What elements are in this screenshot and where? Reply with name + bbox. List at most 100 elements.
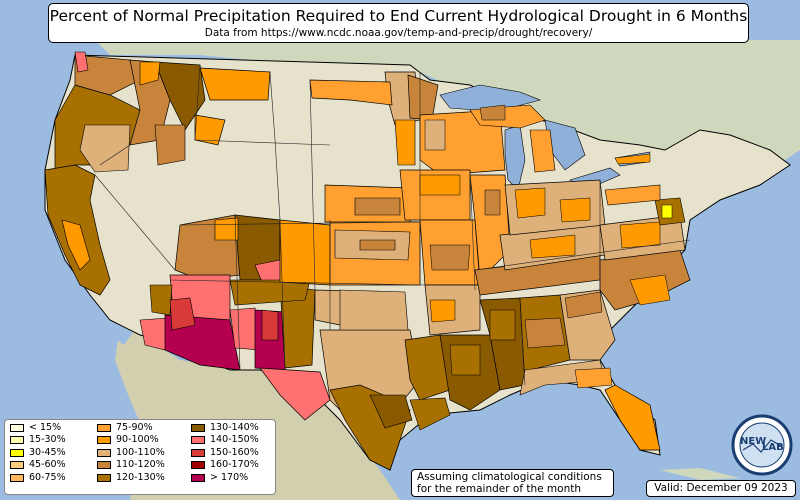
legend-item: 45-60%: [10, 459, 66, 471]
legend-label: > 170%: [210, 471, 249, 483]
region-az-s: [164, 314, 241, 371]
map-title: Percent of Normal Precipitation Required…: [49, 7, 748, 25]
legend-item: 15-30%: [10, 434, 66, 446]
legend-label: 130-140%: [210, 422, 259, 433]
region-nm-c2: [261, 309, 279, 341]
legend-item: 110-120%: [97, 459, 165, 471]
legend-label: 60-75%: [29, 471, 66, 483]
legend-swatch: [97, 424, 111, 432]
legend-swatch: [191, 473, 205, 482]
region-ne-mid: [354, 197, 401, 216]
legend-item: < 15%: [10, 422, 66, 434]
canada-land: [95, 40, 800, 175]
region-ny: [614, 153, 651, 165]
legend-swatch: [97, 473, 111, 482]
legend-item: 150-160%: [191, 447, 259, 459]
legend-item: 160-170%: [191, 459, 259, 471]
legend-item: 120-130%: [97, 472, 165, 484]
legend-label: 45-60%: [29, 459, 66, 471]
legend-swatch: [191, 448, 205, 457]
legend-swatch: [191, 424, 205, 432]
caribbean-land: [660, 468, 740, 480]
legend-item: 90-100%: [97, 434, 165, 446]
region-az-w: [149, 284, 173, 316]
legend-label: 150-160%: [210, 446, 259, 458]
region-wa-coast: [74, 51, 89, 73]
note-line-1: Assuming climatological conditions: [417, 471, 602, 483]
region-ca-central: [61, 219, 91, 271]
region-tx-e: [404, 334, 451, 401]
region-la-brown: [449, 344, 481, 376]
region-nd-ne: [309, 79, 393, 106]
legend-swatch: [191, 461, 205, 470]
legend-swatch: [10, 461, 24, 470]
newlab-logo: NEW LAB: [731, 414, 793, 476]
legend-swatch: [10, 424, 24, 432]
region-montana-c: [139, 61, 161, 86]
region-in-orange: [514, 187, 546, 219]
region-tx-s2: [369, 394, 413, 429]
legend-label: 110-120%: [116, 459, 165, 471]
legend-swatch: [97, 436, 111, 445]
legend-label: 15-30%: [29, 434, 66, 446]
region-mn-s: [394, 119, 416, 166]
legend-item: 140-150%: [191, 434, 259, 446]
assumption-note: Assuming climatological conditions for t…: [411, 469, 614, 497]
region-oh-orange: [559, 197, 591, 223]
legend-label: 90-100%: [116, 434, 159, 446]
baja-land: [115, 340, 160, 445]
region-mo-brown: [429, 244, 471, 271]
region-idaho-s: [79, 124, 131, 173]
legend-column-3: 130-140% 140-150% 150-160% 160-170% > 17…: [191, 422, 259, 484]
region-al-tan: [524, 317, 566, 349]
legend-label: 120-130%: [116, 471, 165, 483]
legend-column-2: 75-90% 90-100% 100-110% 110-120% 120-130…: [97, 422, 165, 484]
region-ok-panhandle: [359, 239, 396, 251]
legend-item: 130-140%: [191, 422, 259, 434]
region-gulf-coast: [519, 359, 606, 396]
legend-swatch: [97, 461, 111, 470]
title-box: Percent of Normal Precipitation Required…: [48, 3, 749, 43]
legend-swatch: [97, 448, 111, 457]
legend: < 15% 15-30% 30-45% 45-60% 60-75% 75-90%…: [4, 419, 276, 495]
legend-swatch: [10, 436, 24, 445]
region-idaho-c: [154, 124, 186, 166]
legend-item: 75-90%: [97, 422, 165, 434]
legend-label: 140-150%: [210, 434, 259, 446]
region-iowa-tan: [419, 174, 461, 196]
legend-label: 30-45%: [29, 446, 66, 458]
region-il-brown: [484, 189, 501, 216]
valid-date: Valid: December 09 2023: [646, 480, 796, 497]
legend-item: 100-110%: [97, 447, 165, 459]
region-nc-orange: [629, 274, 671, 306]
region-fl-panhandle: [574, 367, 613, 389]
logo-text-left: NEW: [740, 436, 766, 447]
region-ga-n: [564, 291, 603, 319]
region-w-tx: [259, 367, 331, 421]
legend-label: 75-90%: [116, 422, 153, 433]
region-florida: [604, 384, 661, 451]
legend-label: 160-170%: [210, 459, 259, 471]
legend-swatch: [10, 473, 24, 482]
region-va-orange: [619, 221, 661, 249]
region-ms-c: [489, 309, 516, 341]
region-montana-e: [199, 67, 271, 101]
region-nj-pa: [604, 184, 661, 206]
legend-label: < 15%: [29, 422, 62, 433]
region-az-c: [169, 297, 196, 331]
region-ky-orange: [529, 234, 576, 259]
legend-column-1: < 15% 15-30% 30-45% 45-60% 60-75%: [10, 422, 66, 484]
region-mi-up-brown: [479, 104, 506, 121]
legend-swatch: [10, 448, 24, 457]
region-tx-coast: [409, 397, 451, 431]
lake-superior: [439, 84, 541, 111]
region-utah-s: [214, 217, 239, 241]
logo-text-right: LAB: [762, 442, 784, 453]
region-ok-tx-tan: [339, 289, 409, 331]
map-subtitle: Data from https://www.ncdc.noaa.gov/temp…: [204, 27, 593, 39]
legend-swatch: [191, 436, 205, 445]
note-line-2: for the remainder of the month: [417, 483, 582, 495]
legend-item: 30-45%: [10, 447, 66, 459]
region-wi-tan: [424, 119, 446, 151]
region-colorado-e: [279, 219, 331, 286]
